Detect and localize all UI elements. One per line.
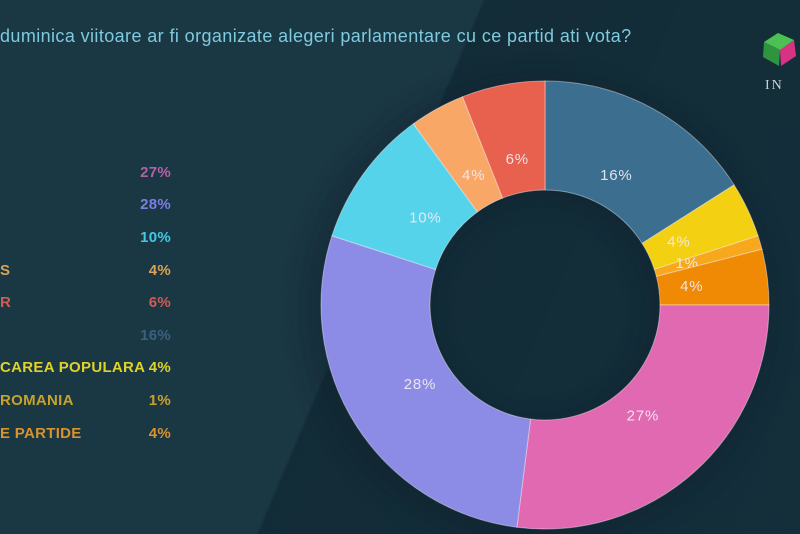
slice-label: 27%: [627, 408, 659, 425]
slice-label: 4%: [462, 167, 485, 184]
legend-item-value: 1%: [148, 391, 171, 409]
inscop-logo: IN: [760, 28, 800, 94]
donut-slice: [461, 80, 546, 199]
donut-slice: [516, 304, 770, 530]
legend-item-label: R: [0, 294, 12, 312]
slice-label: 6%: [506, 151, 529, 168]
legend-item-label: E PARTIDE: [0, 424, 82, 442]
legend-item-value: 27%: [140, 163, 171, 181]
legend-item-value: 4%: [148, 424, 171, 442]
legend-item-value: 4%: [148, 359, 171, 377]
legend-item-value: 28%: [140, 196, 171, 214]
donut-slice: [544, 80, 735, 245]
legend-item-value: 6%: [148, 294, 171, 312]
legend-item-value: 16%: [140, 326, 171, 344]
poll-question-title: duminica viitoare ar fi organizate alege…: [0, 26, 632, 46]
legend-item: S 4%: [0, 254, 171, 287]
legend-item: 10%: [0, 221, 171, 254]
legend-item-label: ROMANIA: [0, 391, 74, 409]
slice-label: 4%: [667, 234, 690, 251]
logo-text: IN: [765, 78, 784, 93]
slice-label: 28%: [404, 376, 436, 393]
legend-item-value: 4%: [148, 261, 171, 279]
donut-slice: [320, 235, 532, 528]
legend-item: CAREA POPULARA 4%: [0, 352, 171, 385]
slice-label: 10%: [409, 210, 441, 227]
legend-item-label: S: [0, 261, 11, 279]
slice-label: 16%: [600, 167, 632, 184]
legend-item-label: CAREA POPULARA: [0, 359, 146, 377]
logo-cube-icon: [763, 33, 796, 66]
slice-label: 4%: [680, 278, 703, 295]
legend-item: ROMANIA 1%: [0, 384, 171, 417]
legend-item-value: 10%: [140, 228, 171, 246]
legend-item: E PARTIDE 4%: [0, 417, 171, 450]
legend-item: 27%: [0, 156, 171, 189]
legend-item: R 6%: [0, 286, 171, 319]
legend-item: 28%: [0, 189, 171, 222]
legend-item: 16%: [0, 319, 171, 352]
legend: 27% 28% 10% S 4% R 6% 16% CAREA POPULARA 4% ROMANI…: [0, 156, 171, 449]
donut-slice: [331, 123, 479, 271]
